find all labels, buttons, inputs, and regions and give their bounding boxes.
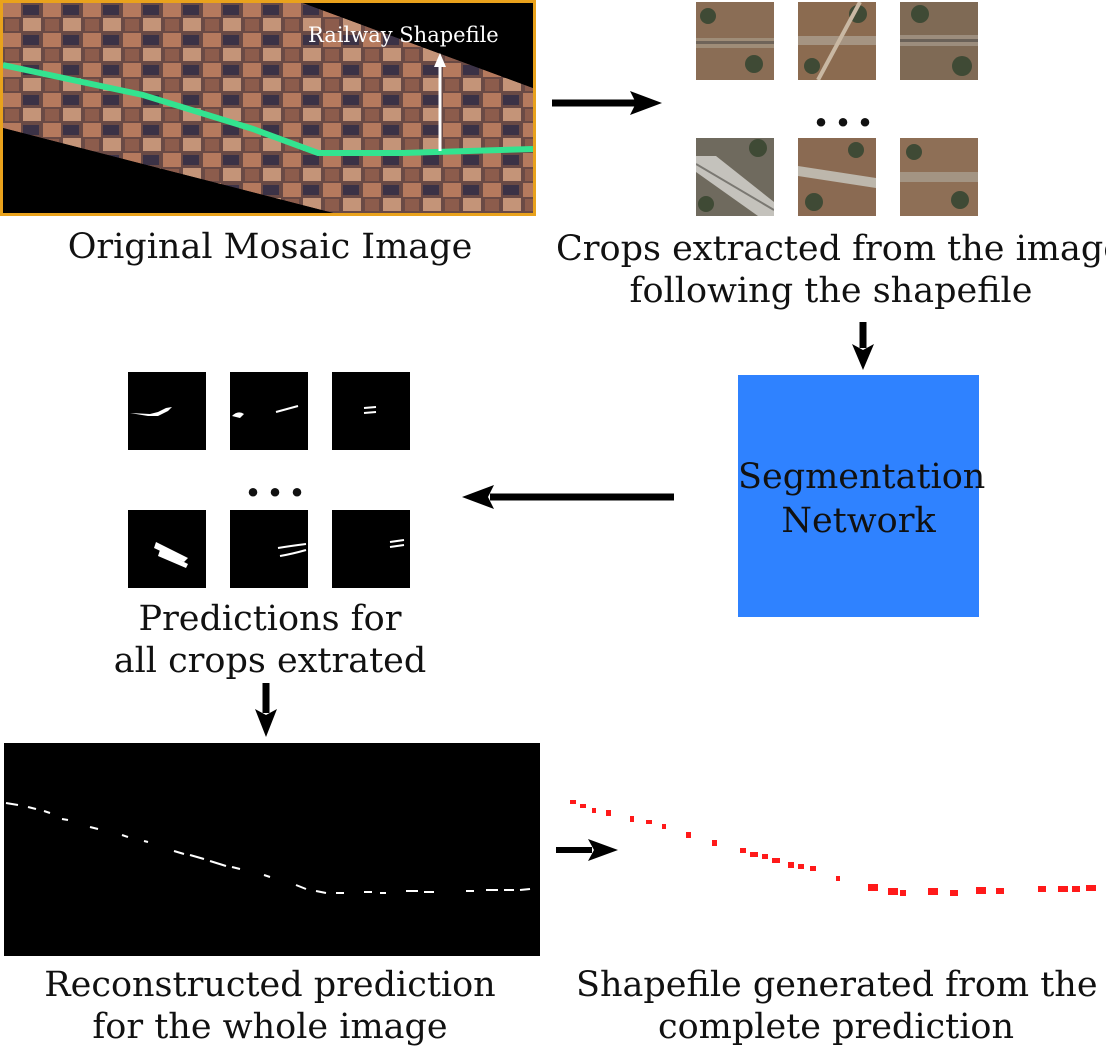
arrow-left-1 [462,485,674,509]
generated-shapefile [570,800,1096,896]
predictions-caption-line1: Predictions for [138,599,402,639]
arrow-right-1 [552,91,662,115]
shapefile-caption: Shapefile generated from the complete pr… [576,964,1098,1048]
reconstructed-prediction-image [4,743,540,956]
shapefile-caption-line1: Shapefile generated from the [576,965,1098,1005]
prediction-mask [230,372,308,450]
network-label-line1: Segmentation [738,457,986,497]
crop-thumbnail [696,138,774,216]
prediction-mask [230,510,308,588]
crops-ellipsis: ... [813,83,880,137]
mosaic-svg [3,3,533,213]
shapefile-caption-line2: complete prediction [658,1007,1014,1047]
crop-thumbnail [798,138,876,216]
crop-thumbnail [900,138,978,216]
reconstructed-segments [5,802,531,894]
arrow-down-1 [852,322,874,370]
crops-caption: Crops extracted from the image, followin… [556,228,1106,312]
label-arrow-head [434,53,446,67]
mosaic-nodata-top [303,3,533,88]
network-label-line2: Network [781,501,936,541]
original-caption-text: Original Mosaic Image [67,227,473,267]
railway-shapefile-label: Railway Shapefile [308,23,499,47]
prediction-mask [128,372,206,450]
crops-caption-line1: Crops extracted from the image, [556,229,1106,269]
reconstructed-caption-line2: for the whole image [92,1007,448,1047]
segmentation-network-box: Segmentation Network [738,375,986,617]
crops-grid: ... [696,2,978,217]
predictions-caption-line2: all crops extrated [113,641,427,681]
segmentation-network-label: Segmentation Network [738,455,986,543]
reconstructed-caption-line1: Reconstructed prediction [44,965,496,1005]
prediction-mask [332,372,410,450]
railway-line [3,62,533,156]
predictions-caption: Predictions for all crops extrated [80,598,460,682]
prediction-mask [332,510,410,588]
original-caption: Original Mosaic Image [60,226,480,268]
predictions-ellipsis: ... [245,453,312,507]
crop-thumbnail [696,2,774,80]
predictions-grid: ... [128,372,410,588]
crop-thumbnail [798,2,876,80]
mosaic-nodata-bottom [3,128,333,213]
reconstructed-caption: Reconstructed prediction for the whole i… [40,964,500,1048]
original-mosaic-image: Railway Shapefile [0,0,536,216]
crop-thumbnail [900,2,978,80]
mosaic-terrain [3,3,533,213]
crops-caption-line2: following the shapefile [629,271,1033,311]
arrow-right-2 [556,839,618,861]
prediction-mask [128,510,206,588]
arrow-down-2 [255,683,277,737]
